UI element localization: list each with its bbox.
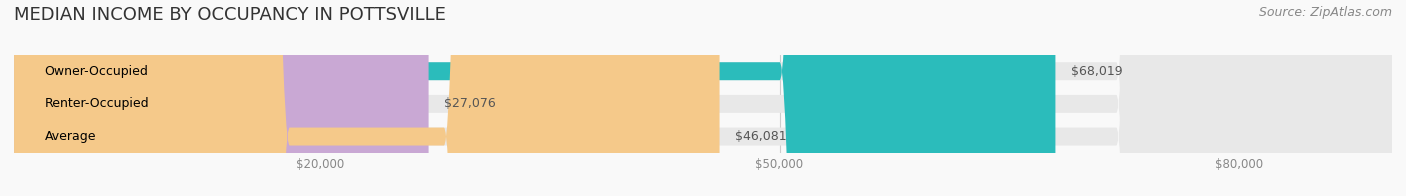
Text: $27,076: $27,076 <box>444 97 496 110</box>
FancyBboxPatch shape <box>14 0 1392 196</box>
FancyBboxPatch shape <box>14 0 1392 196</box>
FancyBboxPatch shape <box>14 0 1392 196</box>
Text: $46,081: $46,081 <box>735 130 786 143</box>
FancyBboxPatch shape <box>14 0 429 196</box>
Text: Average: Average <box>45 130 96 143</box>
Text: $68,019: $68,019 <box>1071 65 1122 78</box>
Text: Source: ZipAtlas.com: Source: ZipAtlas.com <box>1258 6 1392 19</box>
Text: Renter-Occupied: Renter-Occupied <box>45 97 149 110</box>
FancyBboxPatch shape <box>14 0 1056 196</box>
Text: MEDIAN INCOME BY OCCUPANCY IN POTTSVILLE: MEDIAN INCOME BY OCCUPANCY IN POTTSVILLE <box>14 6 446 24</box>
Text: Owner-Occupied: Owner-Occupied <box>45 65 149 78</box>
FancyBboxPatch shape <box>14 0 720 196</box>
